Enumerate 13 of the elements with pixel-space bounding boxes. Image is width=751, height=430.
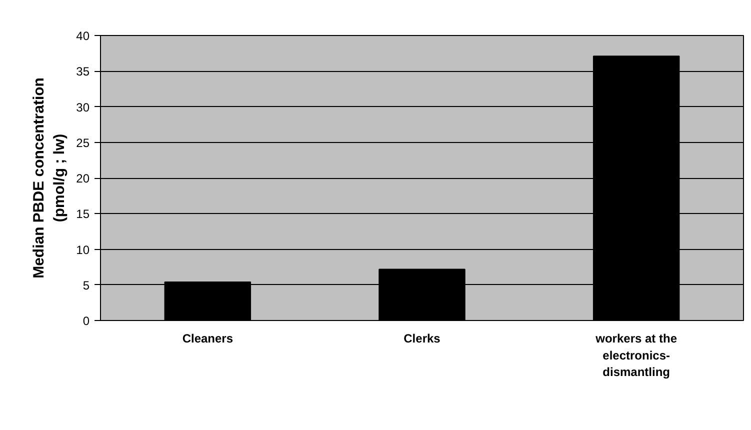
y-tick-label: 0 [82,314,90,328]
y-tick-label: 15 [76,207,90,222]
x-tick-label: Cleaners [182,332,234,346]
y-tick-label: 20 [76,172,90,186]
x-tick-label: workers at the electronics-dismantling [594,332,678,380]
y-tick-label: 10 [76,242,90,257]
y-tick-label: 25 [76,136,90,150]
y-axis-title: Median PBDE concentration (pmol/g ; lw) [30,78,68,278]
y-tick-label: 35 [76,64,90,79]
x-tick-label: Clerks [404,332,441,346]
y-tick-label: 30 [76,100,90,114]
y-tick-label: 40 [76,29,90,43]
y-tick-label: 5 [82,278,90,292]
